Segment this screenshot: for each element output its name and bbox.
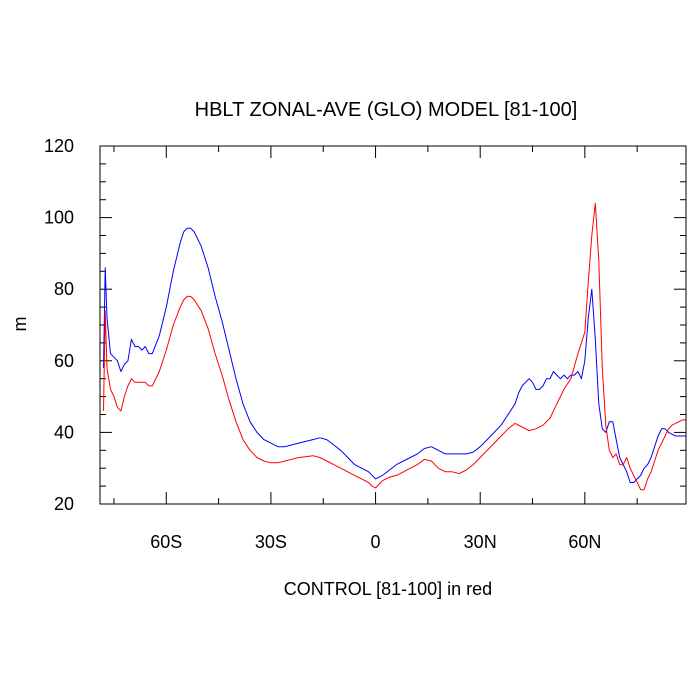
y-tick-label: 120: [44, 136, 74, 156]
y-tick-label: 80: [54, 279, 74, 299]
x-tick-label: 0: [371, 532, 381, 552]
y-tick-label: 20: [54, 494, 74, 514]
x-tick-label: 30N: [464, 532, 497, 552]
series-line-model: [103, 227, 686, 483]
x-axis-label: CONTROL [81-100] in red: [284, 579, 492, 599]
plot-frame: [99, 145, 687, 505]
series-line-control: [103, 202, 686, 491]
y-tick-label: 60: [54, 351, 74, 371]
y-tick-label: 100: [44, 208, 74, 228]
y-axis-label: m: [10, 317, 30, 332]
y-tick-label: 40: [54, 422, 74, 442]
x-tick-label: 60S: [150, 532, 182, 552]
x-tick-label: 60N: [568, 532, 601, 552]
chart-title: HBLT ZONAL-AVE (GLO) MODEL [81-100]: [195, 99, 578, 121]
x-tick-label: 30S: [255, 532, 287, 552]
